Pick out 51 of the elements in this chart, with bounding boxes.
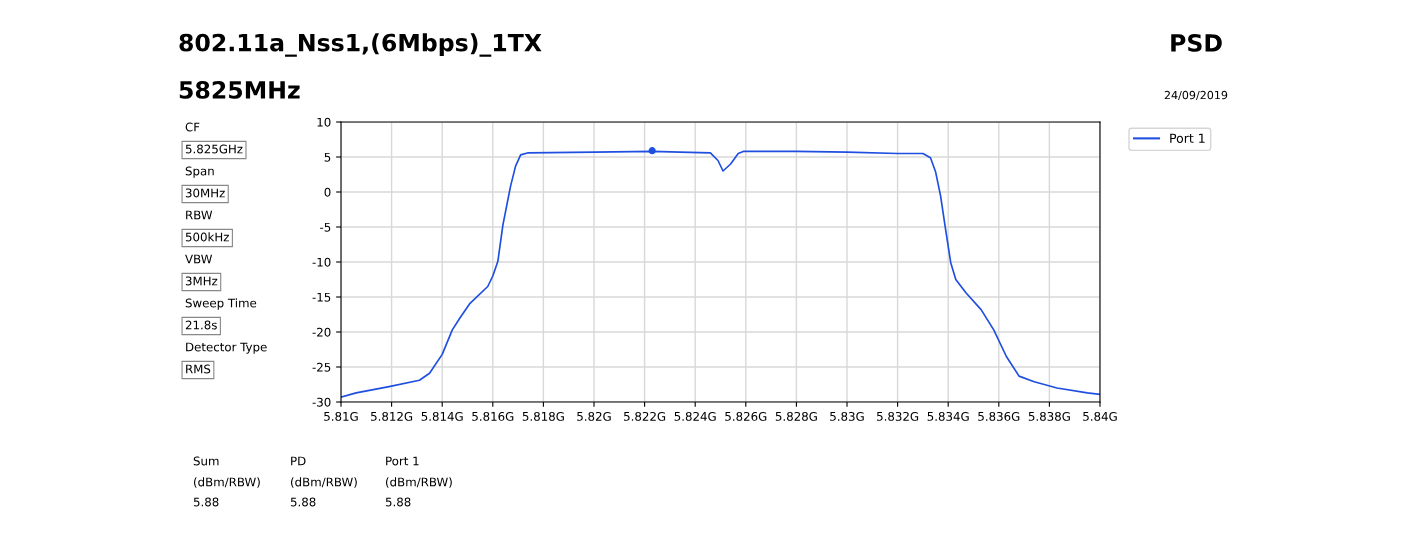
legend-label: Port 1 xyxy=(1170,133,1205,143)
text: VBW xyxy=(185,254,213,264)
x-tick-label: 5.84G xyxy=(1083,411,1117,421)
text: 5.88 xyxy=(193,497,219,507)
x-tick-label: 5.828G xyxy=(775,411,817,421)
text: Sum xyxy=(193,456,219,466)
text: 500kHz xyxy=(185,232,229,242)
text: CF xyxy=(185,122,200,132)
x-tick-label: 5.826G xyxy=(725,411,767,421)
y-tick-label: 5 xyxy=(324,152,331,162)
x-tick-label: 5.822G xyxy=(624,411,666,421)
y-tick-label: -20 xyxy=(312,327,331,337)
y-tick-label: -30 xyxy=(312,397,331,407)
x-tick-label: 5.82G xyxy=(577,411,611,421)
text: PSD xyxy=(1171,33,1222,52)
x-tick-label: 5.83G xyxy=(830,411,864,421)
text: 24/09/2019 xyxy=(1164,90,1228,101)
x-tick-label: 5.824G xyxy=(674,411,716,421)
text: Span xyxy=(185,166,214,178)
y-tick-label: -10 xyxy=(312,257,331,267)
x-tick-label: 5.818G xyxy=(522,411,564,421)
x-tick-label: 5.838G xyxy=(1028,411,1070,421)
text: (dBm/RBW) xyxy=(386,477,452,488)
x-tick-label: 5.832G xyxy=(877,411,919,421)
y-tick-label: -15 xyxy=(312,292,331,302)
text: 30MHz xyxy=(185,188,225,198)
y-tick-label: -5 xyxy=(320,222,331,232)
chart-title: 802.11a_Nss1,(6Mbps)_1TX xyxy=(179,33,542,57)
text: Port 1 xyxy=(386,456,419,466)
text: 5.88 xyxy=(385,497,411,507)
chart-subtitle: 5825MHz xyxy=(179,80,300,99)
x-tick-label: 5.81G xyxy=(324,411,358,421)
x-tick-label: 5.814G xyxy=(421,411,463,421)
text: (dBm/RBW) xyxy=(291,477,357,488)
text: RMS xyxy=(186,364,211,374)
text: RBW xyxy=(186,210,213,220)
text: 5.88 xyxy=(290,497,316,507)
text: Detector Type xyxy=(186,342,267,354)
text: Sweep Time xyxy=(185,298,257,310)
x-tick-label: 5.812G xyxy=(371,411,413,421)
text: 21.8s xyxy=(185,320,217,330)
text: PD xyxy=(291,456,306,466)
x-tick-label: 5.836G xyxy=(978,411,1020,421)
y-tick-label: 10 xyxy=(317,117,331,127)
x-tick-label: 5.834G xyxy=(927,411,969,421)
y-tick-label: -25 xyxy=(312,362,331,372)
text: 5.825GHz xyxy=(185,144,243,154)
text: 3MHz xyxy=(185,276,218,286)
x-tick-label: 5.816G xyxy=(472,411,514,421)
text: (dBm/RBW) xyxy=(194,477,260,488)
y-tick-label: 0 xyxy=(324,187,331,197)
